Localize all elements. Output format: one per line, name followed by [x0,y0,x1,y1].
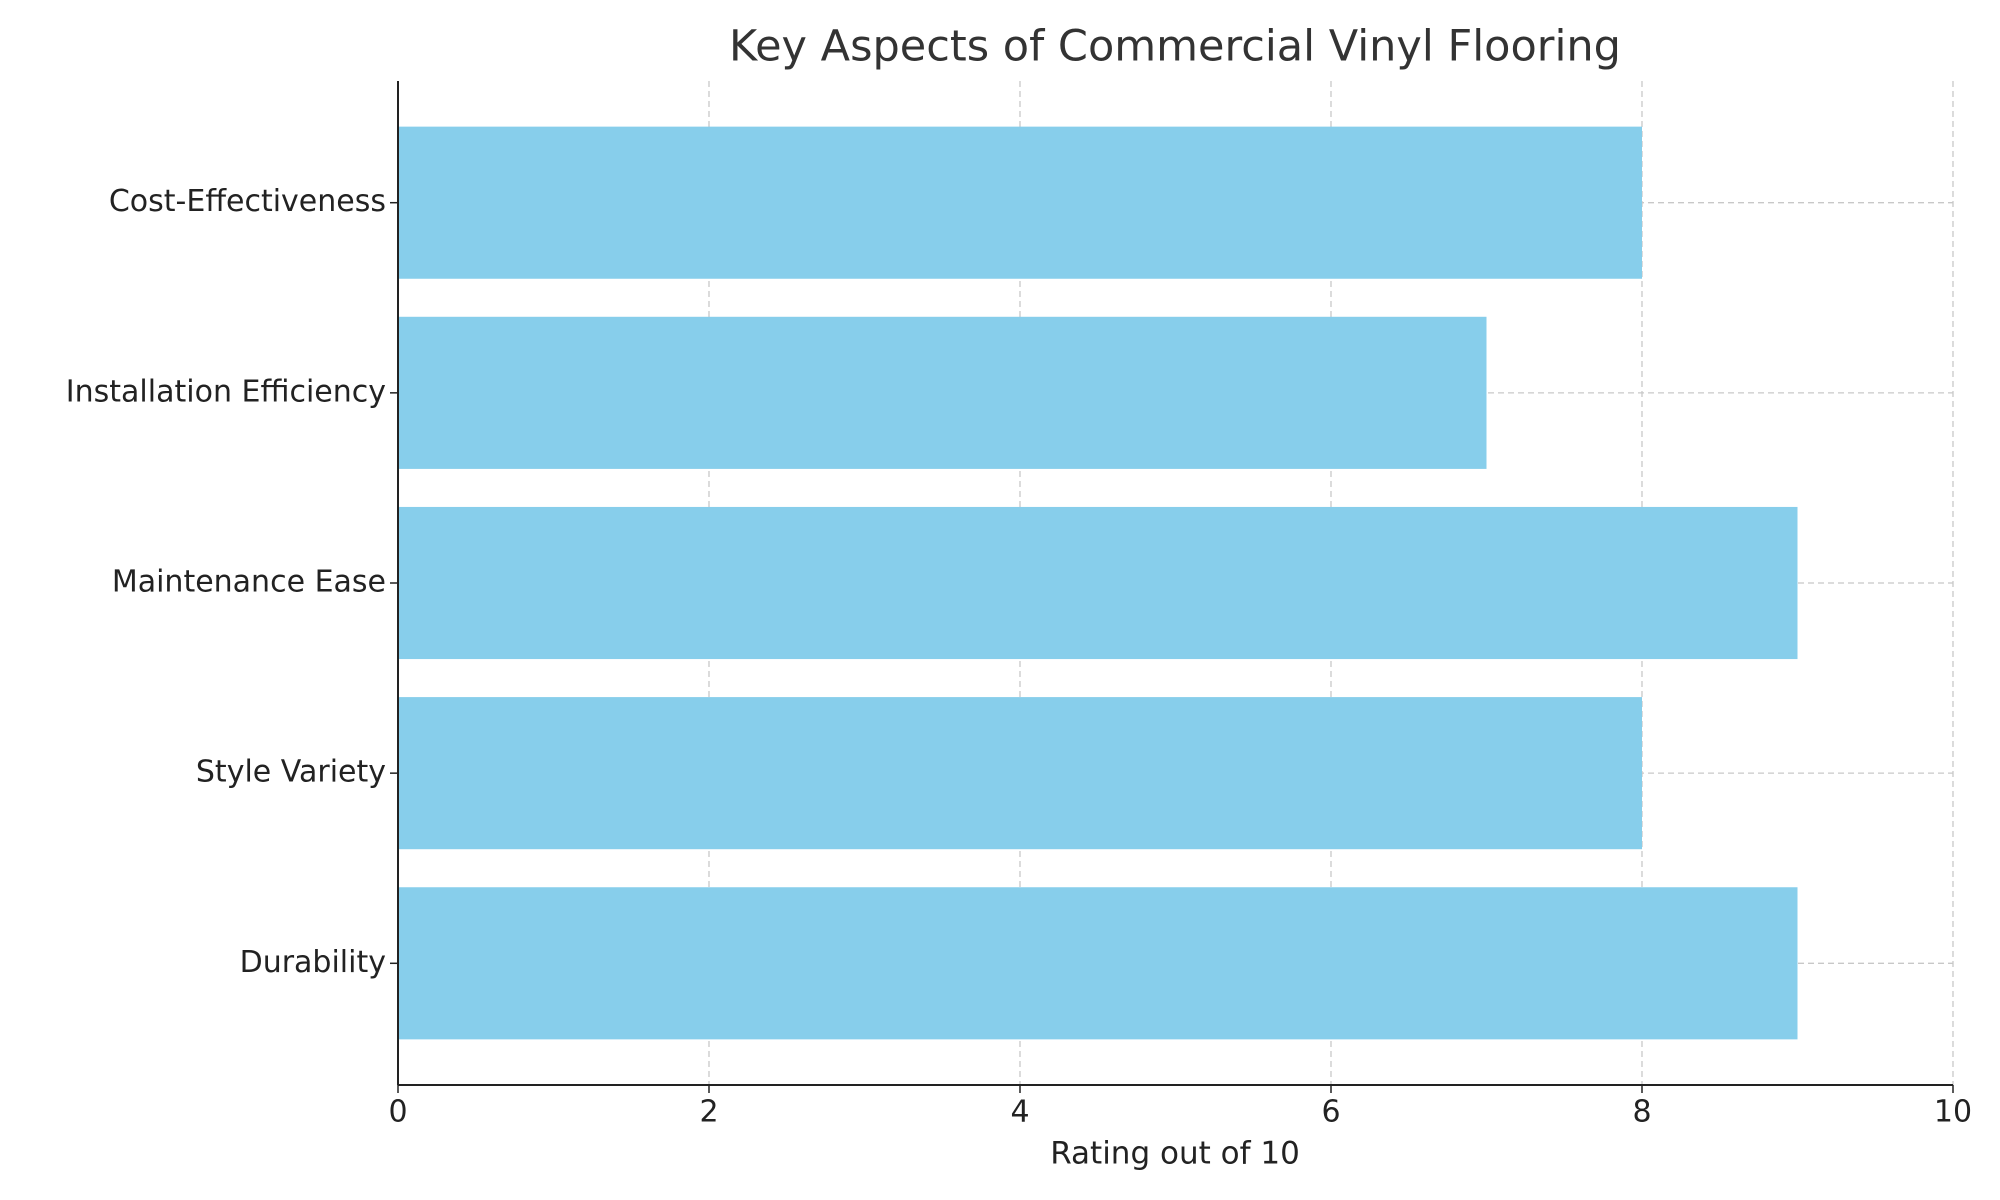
x-tick-label: 8 [1632,1095,1651,1130]
chart-title: Key Aspects of Commercial Vinyl Flooring [729,22,1621,72]
y-tick-label: Durability [240,945,386,980]
x-tick-label: 0 [388,1095,407,1130]
bar [398,506,1798,660]
bar [398,887,1798,1040]
x-axis-label: Rating out of 10 [1050,1136,1300,1172]
y-tick-label: Cost-Effectiveness [109,184,386,219]
bar [398,126,1642,279]
x-tick-label: 4 [1010,1095,1029,1130]
bar [398,697,1642,850]
y-tick-label: Maintenance Ease [112,565,386,600]
y-tick-label: Installation Efficiency [66,374,386,409]
x-tick-label: 6 [1321,1095,1340,1130]
bar [398,316,1487,469]
y-tick-label: Style Variety [196,755,386,790]
x-tick-label: 2 [699,1095,718,1130]
x-tick-label: 10 [1934,1095,1972,1130]
